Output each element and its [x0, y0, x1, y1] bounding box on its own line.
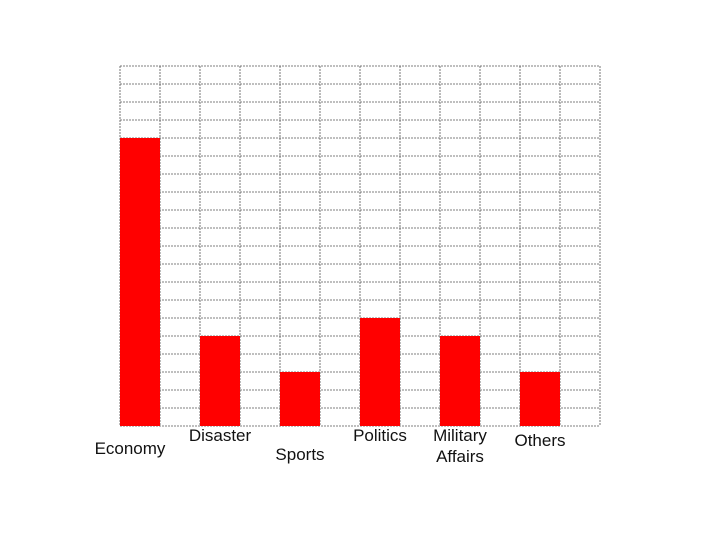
- category-label-economy: Economy: [95, 439, 166, 458]
- bar-sports: [280, 372, 320, 426]
- category-labels: Economy Disaster Sports Politics Military Aff…: [95, 426, 566, 466]
- category-label-politics: Politics: [353, 426, 407, 445]
- bar-politics: [360, 318, 400, 426]
- category-label-military-affairs: Military Affairs: [433, 426, 487, 466]
- category-label-others: Others: [514, 431, 565, 450]
- bars: [120, 138, 560, 426]
- category-label-sports: Sports: [275, 445, 324, 464]
- bar-military-affairs: [440, 336, 480, 426]
- bar-disaster: [200, 336, 240, 426]
- category-label-disaster: Disaster: [189, 426, 252, 445]
- bar-economy: [120, 138, 160, 426]
- bar-others: [520, 372, 560, 426]
